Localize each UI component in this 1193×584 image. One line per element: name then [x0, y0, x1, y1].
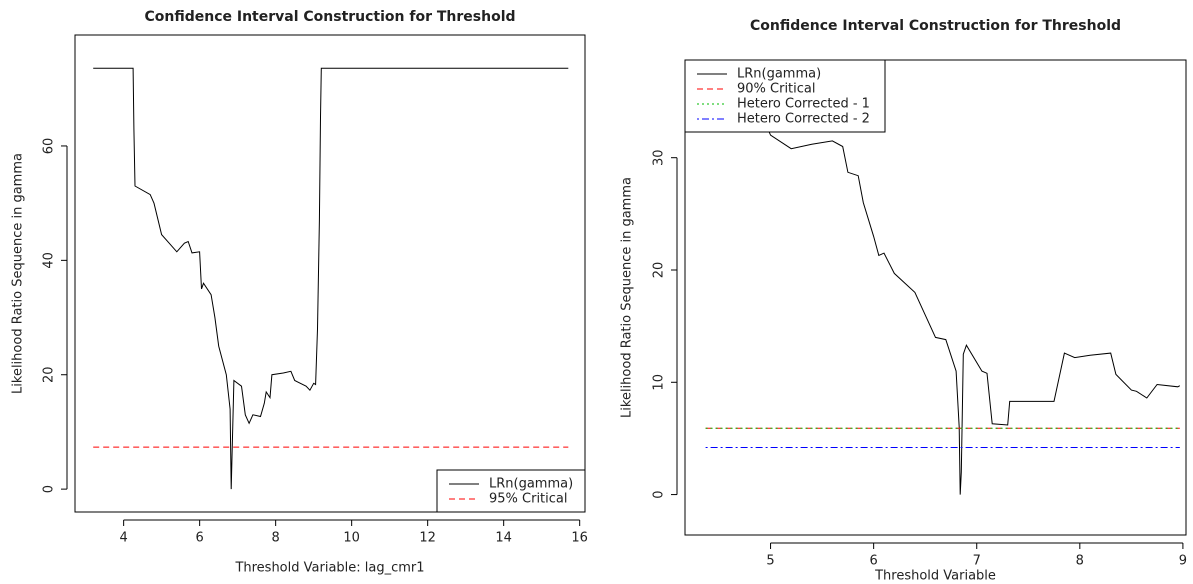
legend-label: 95% Critical [489, 492, 568, 507]
y-axis-label: Likelihood Ratio Sequence in gamma [11, 153, 26, 394]
x-tick-label: 16 [571, 531, 588, 546]
y-tick-label: 40 [42, 252, 57, 269]
x-tick-label: 7 [973, 554, 981, 569]
data-line [93, 67, 569, 490]
chart-title: Confidence Interval Construction for Thr… [144, 9, 515, 25]
x-tick-label: 6 [196, 531, 204, 546]
legend-box [684, 59, 886, 133]
x-tick-label: 8 [272, 531, 280, 546]
legend-label: 90% Critical [737, 82, 816, 97]
x-tick-label: 8 [1076, 554, 1084, 569]
x-tick-label: 10 [343, 531, 360, 546]
x-tick-label: 6 [870, 554, 878, 569]
legend: LRn(gamma)95% Critical [436, 469, 586, 513]
y-tick-label: 0 [42, 485, 57, 493]
y-tick-label: 0 [652, 490, 667, 498]
y-tick-label: 60 [42, 138, 57, 155]
legend-label: LRn(gamma) [489, 477, 573, 492]
x-tick-label: 4 [120, 531, 128, 546]
x-tick-label: 12 [419, 531, 436, 546]
x-tick-label: 9 [1179, 554, 1187, 569]
y-tick-label: 20 [42, 366, 57, 383]
legend-box [436, 469, 586, 513]
plot-frame [74, 34, 586, 513]
y-axis-label: Likelihood Ratio Sequence in gamma [620, 177, 635, 418]
data-line [705, 75, 1181, 495]
plot-frame [684, 59, 1187, 536]
legend-label: LRn(gamma) [737, 67, 821, 82]
x-tick-label: 5 [766, 554, 774, 569]
legend-label: Hetero Corrected - 2 [737, 112, 870, 127]
chart-title: Confidence Interval Construction for Thr… [750, 18, 1121, 34]
y-tick-label: 20 [652, 262, 667, 279]
y-tick-label: 10 [652, 374, 667, 391]
x-tick-label: 14 [495, 531, 512, 546]
x-axis-label: Threshold Variable: lag_cmr1 [234, 561, 424, 576]
y-tick-label: 30 [652, 149, 667, 166]
x-axis-label: Threshold Variable [874, 569, 996, 584]
legend-label: Hetero Corrected - 1 [737, 97, 870, 112]
